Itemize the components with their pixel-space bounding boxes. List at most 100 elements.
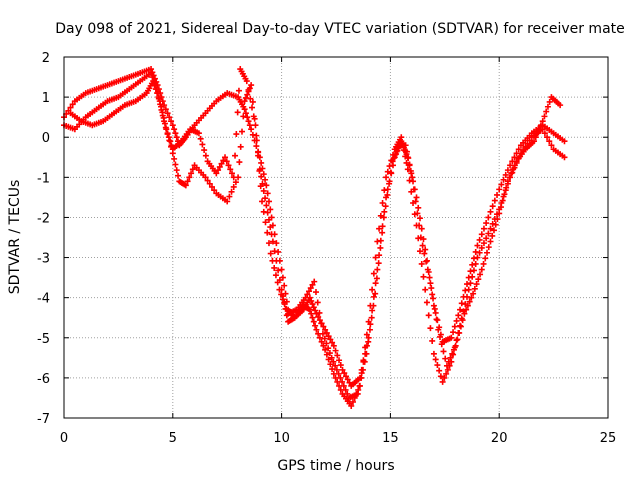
data-point-interp — [188, 170, 195, 177]
data-point-interp — [368, 314, 375, 321]
data-point-interp — [450, 351, 457, 358]
data-point — [496, 186, 503, 193]
data-point-interp — [253, 137, 260, 144]
data-point-interp — [405, 155, 412, 162]
data-point-interp — [337, 362, 344, 369]
data-point-interp — [536, 126, 543, 133]
chart-title: Day 098 of 2021, Sidereal Day-to-day VTE… — [55, 21, 625, 37]
data-point — [478, 266, 485, 273]
data-point-interp — [333, 366, 340, 373]
data-point-interp — [498, 181, 505, 188]
data-point — [150, 78, 157, 85]
data-point — [452, 342, 459, 349]
data-point-interp — [336, 357, 343, 364]
data-point-interp — [379, 229, 386, 236]
data-point-interp — [165, 134, 172, 141]
data-point-interp — [369, 307, 376, 314]
data-point — [161, 102, 168, 109]
data-point-interp — [312, 307, 319, 314]
data-point — [363, 350, 370, 357]
data-point-interp — [418, 260, 425, 267]
data-point — [263, 182, 270, 189]
data-point-interp — [509, 169, 516, 176]
data-point-interp — [256, 167, 263, 174]
data-point — [561, 154, 568, 161]
data-point-interp — [349, 398, 356, 405]
data-point — [413, 194, 420, 201]
data-point-interp — [356, 382, 363, 389]
data-point-interp — [235, 87, 242, 94]
data-point-interp — [445, 358, 452, 365]
data-point — [470, 290, 477, 297]
data-point-interp — [160, 114, 167, 121]
data-point — [322, 346, 329, 353]
data-point — [313, 326, 320, 333]
data-point-interp — [320, 342, 327, 349]
data-point — [248, 126, 255, 133]
data-point-interp — [532, 134, 539, 141]
data-point — [539, 118, 546, 125]
data-point-interp — [436, 367, 443, 374]
data-point-interp — [325, 333, 332, 340]
data-point-interp — [226, 193, 233, 200]
data-point-interp — [502, 171, 509, 178]
data-point — [339, 366, 346, 373]
data-point-interp — [159, 109, 166, 116]
data-point-interp — [67, 104, 74, 111]
data-point-interp — [233, 131, 240, 138]
data-point — [531, 138, 538, 145]
data-point-interp — [162, 106, 169, 113]
data-point-interp — [272, 272, 279, 279]
data-point-interp — [255, 152, 262, 159]
grid-layer — [64, 57, 608, 418]
data-point-interp — [309, 301, 316, 308]
data-point-interp — [332, 362, 339, 369]
data-point-interp — [406, 161, 413, 168]
data-point-interp — [268, 231, 275, 238]
data-point-interp — [202, 152, 209, 159]
data-point-interp — [343, 373, 350, 380]
data-point-interp — [429, 337, 436, 344]
data-point-interp — [454, 336, 461, 343]
data-point-interp — [477, 271, 484, 278]
data-point-interp — [365, 338, 372, 345]
data-point-interp — [470, 255, 477, 262]
data-point-interp — [283, 305, 290, 312]
data-point-interp — [325, 356, 332, 363]
x-tick-label: 5 — [169, 431, 177, 446]
data-point-interp — [412, 198, 419, 205]
data-point-interp — [473, 281, 480, 288]
data-point-interp — [186, 174, 193, 181]
data-point-interp — [245, 86, 252, 93]
data-point-interp — [362, 344, 369, 351]
data-point-interp — [489, 232, 496, 239]
data-point-interp — [340, 382, 347, 389]
x-tick-label: 25 — [600, 431, 617, 446]
data-point-interp — [464, 302, 471, 309]
data-point — [557, 102, 564, 109]
data-point — [422, 286, 429, 293]
data-point-interp — [375, 260, 382, 267]
data-point-interp — [501, 191, 508, 198]
data-point — [374, 238, 381, 245]
data-point-interp — [223, 158, 230, 165]
data-point-interp — [504, 167, 511, 174]
data-point — [337, 374, 344, 381]
data-point-interp — [438, 341, 445, 348]
data-point-interp — [249, 98, 256, 105]
data-point — [465, 274, 472, 281]
data-point — [448, 334, 455, 341]
data-point-interp — [427, 280, 434, 287]
data-point — [202, 174, 209, 181]
data-point-interp — [480, 225, 487, 232]
data-point-interp — [463, 306, 470, 313]
data-point-interp — [453, 337, 460, 344]
data-point-interp — [359, 366, 366, 373]
data-point-interp — [208, 183, 215, 190]
data-point-interp — [469, 273, 476, 280]
data-point-interp — [232, 179, 239, 186]
data-point-interp — [541, 130, 548, 137]
data-point-interp — [394, 145, 401, 152]
data-point — [435, 326, 442, 333]
data-point — [328, 354, 335, 361]
